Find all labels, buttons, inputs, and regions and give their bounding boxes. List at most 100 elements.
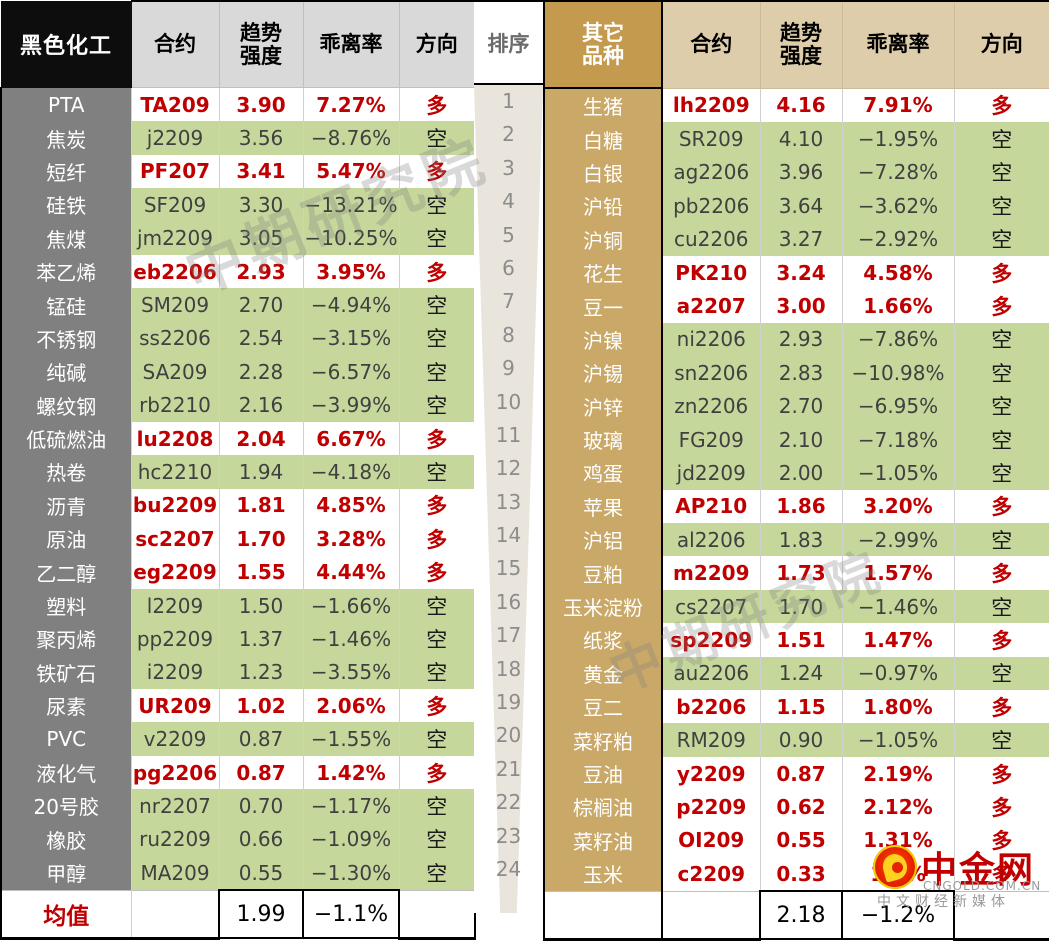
- row-direction: 多: [953, 289, 1049, 323]
- row-variety-name: 纸浆: [543, 623, 663, 657]
- right-table-title-line2: 品种: [582, 43, 624, 68]
- table-row: 焦炭 j2209 3.56 −8.76% 空: [0, 121, 476, 155]
- row-direction: 多: [953, 790, 1049, 824]
- row-deviation-rate: −1.66%: [302, 588, 400, 623]
- row-direction: 空: [953, 656, 1049, 691]
- row-trend-strength: 1.86: [759, 489, 843, 524]
- row-contract: cs2207: [661, 589, 761, 624]
- row-direction: 空: [953, 322, 1049, 357]
- table-row: 沪铝 al2206 1.83 −2.99% 空: [543, 523, 1049, 557]
- row-direction: 多: [953, 690, 1049, 724]
- right-col-header-direction: 方向: [953, 0, 1049, 89]
- row-contract: ss2206: [130, 321, 220, 356]
- row-deviation-rate: −6.95%: [841, 389, 955, 423]
- row-trend-strength: 3.05: [218, 221, 304, 255]
- rank-number: 3: [502, 155, 515, 180]
- left-col-header-strength: 趋势 强度: [218, 0, 304, 88]
- row-trend-strength: 0.66: [218, 822, 304, 856]
- row-variety-name: 橡胶: [0, 822, 131, 856]
- row-deviation-rate: −1.55%: [302, 722, 400, 756]
- rank-number: 23: [495, 823, 522, 848]
- row-variety-name: 玉米: [543, 856, 663, 892]
- table-row: 白糖 SR209 4.10 −1.95% 空: [543, 122, 1049, 156]
- row-direction: 空: [953, 189, 1049, 223]
- row-contract: sp2209: [661, 623, 761, 657]
- row-contract: PK210: [661, 255, 761, 290]
- table-row: 铁矿石 i2209 1.23 −3.55% 空: [0, 655, 476, 690]
- row-variety-name: 沪铜: [543, 222, 663, 256]
- row-variety-name: 豆一: [543, 289, 663, 323]
- row-trend-strength: 1.94: [218, 455, 304, 489]
- table-row: 苯乙烯 eb2206 2.93 3.95% 多: [0, 254, 476, 289]
- row-contract: sn2206: [661, 356, 761, 390]
- table-row: 白银 ag2206 3.96 −7.28% 空: [543, 155, 1049, 190]
- row-direction: 空: [398, 789, 476, 823]
- row-direction: 空: [398, 388, 476, 422]
- row-variety-name: 棕榈油: [543, 790, 663, 824]
- left-average-row: 均值 1.99 −1.1%: [0, 889, 476, 940]
- row-deviation-rate: −7.28%: [841, 155, 955, 190]
- row-deviation-rate: 1.66%: [841, 289, 955, 323]
- row-direction: 空: [398, 221, 476, 255]
- row-trend-strength: 4.16: [759, 88, 843, 123]
- right-table-header-row: 其它 品种 合约 趋势 强度 乖离率 方向: [543, 0, 1049, 89]
- table-row: 菜籽油 OI209 0.55 1.31% 多: [543, 823, 1049, 857]
- row-trend-strength: 3.96: [759, 155, 843, 190]
- row-direction: 空: [953, 523, 1049, 557]
- row-deviation-rate: 2.19%: [841, 756, 955, 791]
- row-deviation-rate: 1.42%: [302, 755, 400, 790]
- row-trend-strength: 1.24: [759, 656, 843, 691]
- row-trend-strength: 2.00: [759, 456, 843, 490]
- row-contract: al2206: [661, 523, 761, 557]
- left-col-header-contract: 合约: [130, 0, 220, 88]
- rank-number-list: 1 2 3 4 5 6 7 8 9 10 11 12 13 14 15 16 17 18 19 20 21 22 23 24: [474, 85, 543, 886]
- row-deviation-rate: −1.30%: [302, 855, 400, 891]
- rank-number: 20: [495, 723, 522, 748]
- rank-number: 22: [495, 790, 522, 815]
- row-direction: 多: [398, 254, 476, 289]
- row-direction: 空: [398, 355, 476, 389]
- row-deviation-rate: −1.46%: [302, 622, 400, 656]
- row-contract: PF207: [130, 154, 220, 189]
- row-contract: v2209: [130, 722, 220, 756]
- row-trend-strength: 4.10: [759, 122, 843, 156]
- row-direction: 多: [398, 689, 476, 723]
- row-variety-name: 硅铁: [0, 188, 131, 222]
- table-row: 锰硅 SM209 2.70 −4.94% 空: [0, 288, 476, 322]
- row-direction: 多: [953, 623, 1049, 657]
- row-direction: 空: [953, 389, 1049, 423]
- rank-number: 9: [502, 356, 515, 381]
- row-variety-name: 玻璃: [543, 422, 663, 457]
- row-contract: MA209: [130, 855, 220, 891]
- row-variety-name: 液化气: [0, 755, 131, 790]
- row-deviation-rate: −4.94%: [302, 288, 400, 322]
- row-deviation-rate: −3.99%: [302, 388, 400, 422]
- row-trend-strength: 1.55: [218, 555, 304, 589]
- row-trend-strength: 0.70: [218, 789, 304, 823]
- other-varieties-table: 其它 品种 合约 趋势 强度 乖离率 方向 生猪 lh2209 4.16 7.91% 多…: [543, 0, 1049, 941]
- row-variety-name: 低硫燃油: [0, 421, 131, 456]
- row-contract: RM209: [661, 723, 761, 757]
- right-average-strength: 2.18: [759, 890, 843, 941]
- row-contract: au2206: [661, 656, 761, 691]
- row-contract: zn2206: [661, 389, 761, 423]
- rank-number: 17: [495, 623, 522, 648]
- table-row: 豆二 b2206 1.15 1.80% 多: [543, 690, 1049, 724]
- row-contract: eb2206: [130, 254, 220, 289]
- row-contract: SA209: [130, 355, 220, 389]
- row-contract: j2209: [130, 121, 220, 155]
- row-contract: p2209: [661, 790, 761, 824]
- row-deviation-rate: −4.18%: [302, 455, 400, 489]
- row-variety-name: 豆二: [543, 690, 663, 724]
- row-contract: pb2206: [661, 189, 761, 223]
- row-deviation-rate: −1.09%: [302, 822, 400, 856]
- row-variety-name: PVC: [0, 722, 131, 756]
- row-direction: 空: [953, 356, 1049, 390]
- black-chemical-table: 黑色化工 合约 趋势 强度 乖离率 方向 PTA TA209 3.90 7.27% 多焦…: [0, 0, 476, 940]
- row-deviation-rate: −7.18%: [841, 422, 955, 457]
- left-col-header-strength-line2: 强度: [240, 43, 282, 68]
- rank-number: 2: [502, 122, 515, 147]
- row-trend-strength: 1.37: [218, 622, 304, 656]
- table-row: 短纤 PF207 3.41 5.47% 多: [0, 154, 476, 189]
- row-variety-name: 沪镍: [543, 322, 663, 357]
